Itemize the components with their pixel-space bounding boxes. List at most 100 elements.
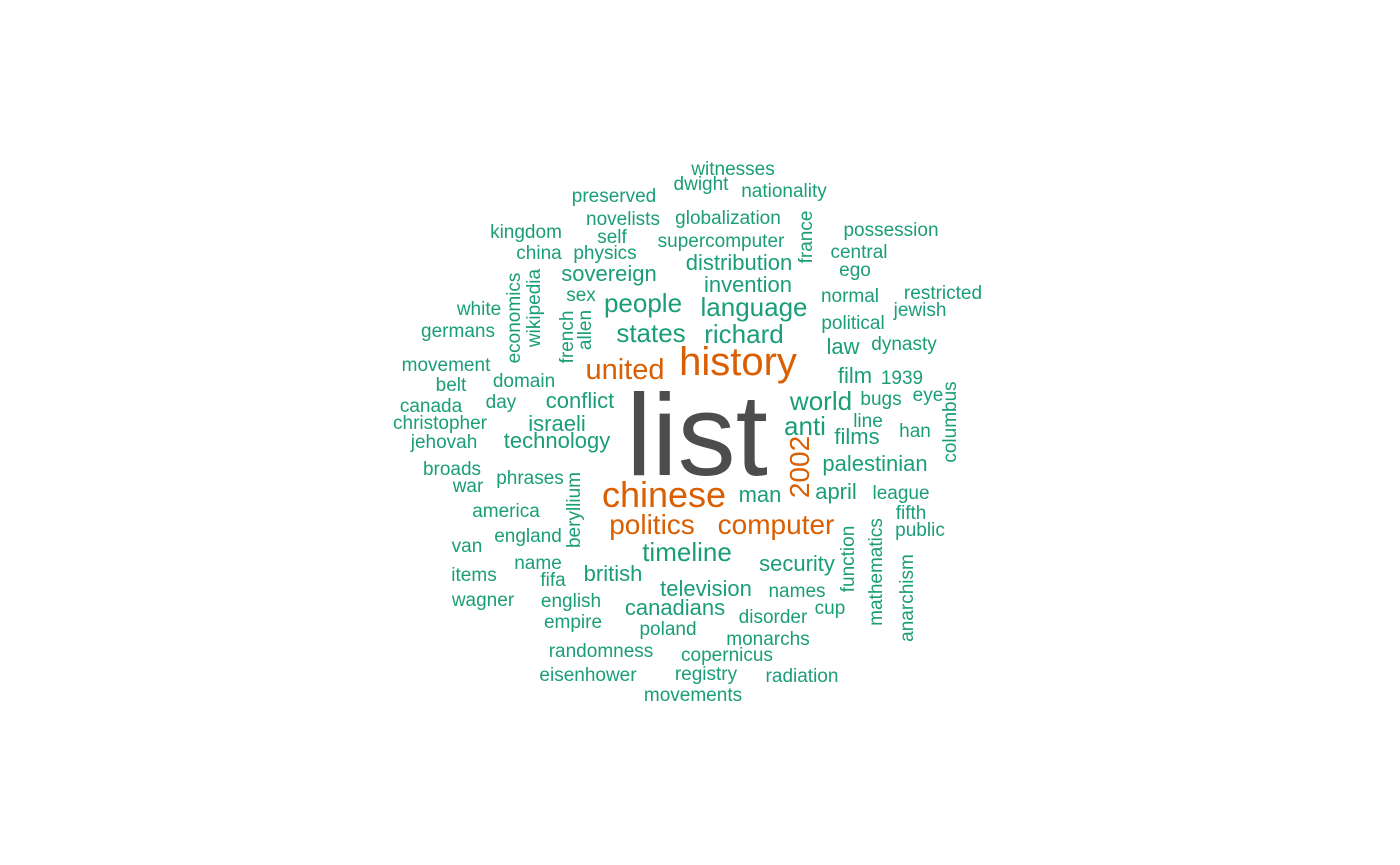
cloud-word-broads: broads <box>423 459 481 480</box>
cloud-word-english: english <box>541 591 601 612</box>
cloud-word-novelists: novelists <box>586 209 660 230</box>
cloud-word-technology: technology <box>504 428 610 453</box>
cloud-word-security: security <box>759 551 835 576</box>
cloud-word-1939: 1939 <box>881 368 923 389</box>
cloud-word-normal: normal <box>821 286 879 307</box>
cloud-word-french: french <box>557 311 578 364</box>
cloud-word-law: law <box>826 334 859 359</box>
cloud-word-dwight: dwight <box>674 174 730 195</box>
cloud-word-movements: movements <box>644 685 742 706</box>
cloud-word-television: television <box>660 576 752 601</box>
cloud-word-eye: eye <box>913 385 944 406</box>
cloud-word-registry: registry <box>675 664 738 685</box>
cloud-word-central: central <box>830 242 887 263</box>
cloud-word-chinese: chinese <box>602 474 726 515</box>
cloud-word-christopher: christopher <box>393 413 488 434</box>
cloud-word-france: france <box>796 211 817 264</box>
cloud-word-allen: allen <box>575 310 596 350</box>
cloud-word-randomness: randomness <box>549 641 654 662</box>
cloud-word-monarchs: monarchs <box>726 629 809 650</box>
cloud-word-bugs: bugs <box>860 389 901 410</box>
cloud-word-canada: canada <box>400 396 463 417</box>
cloud-word-invention: invention <box>704 272 792 297</box>
cloud-word-items: items <box>451 565 496 586</box>
cloud-word-united: united <box>585 354 664 386</box>
cloud-word-wikipedia: wikipedia <box>524 268 545 348</box>
cloud-word-han: han <box>899 421 931 442</box>
cloud-word-phrases: phrases <box>496 468 564 489</box>
cloud-word-germans: germans <box>421 321 495 342</box>
cloud-word-timeline: timeline <box>642 537 732 567</box>
cloud-word-self: self <box>597 227 627 248</box>
cloud-word-sovereign: sovereign <box>561 261 656 286</box>
cloud-word-jewish: jewish <box>893 300 947 321</box>
cloud-word-belt: belt <box>436 375 467 396</box>
cloud-word-columbus: columbus <box>940 381 961 462</box>
cloud-word-supercomputer: supercomputer <box>658 231 785 252</box>
cloud-word-physics: physics <box>573 243 636 264</box>
cloud-word-palestinian: palestinian <box>822 451 927 476</box>
cloud-word-day: day <box>486 392 517 413</box>
cloud-word-politics: politics <box>609 509 695 540</box>
cloud-word-wagner: wagner <box>451 590 515 611</box>
cloud-word-kingdom: kingdom <box>490 222 562 243</box>
cloud-word-cup: cup <box>815 598 846 619</box>
cloud-word-fifa: fifa <box>540 570 566 591</box>
cloud-word-list: list <box>626 370 768 500</box>
cloud-word-british: british <box>584 561 643 586</box>
cloud-word-beryllium: beryllium <box>564 472 585 548</box>
cloud-word-witnesses: witnesses <box>690 159 774 180</box>
cloud-word-domain: domain <box>493 371 555 392</box>
cloud-word-disorder: disorder <box>739 607 808 628</box>
cloud-word-public: public <box>895 520 945 541</box>
cloud-word-israeli: israeli <box>528 411 585 436</box>
cloud-word-april: april <box>815 479 857 504</box>
cloud-word-england: england <box>494 526 562 547</box>
cloud-word-copernicus: copernicus <box>681 645 773 666</box>
cloud-word-eisenhower: eisenhower <box>539 665 637 686</box>
cloud-word-mathematics: mathematics <box>866 518 887 626</box>
cloud-word-nationality: nationality <box>741 181 827 202</box>
cloud-word-computer: computer <box>718 509 835 540</box>
cloud-word-anti: anti <box>784 411 826 441</box>
cloud-word-history: history <box>679 340 797 384</box>
cloud-word-possession: possession <box>843 220 938 241</box>
cloud-word-language: language <box>701 292 808 322</box>
cloud-word-richard: richard <box>704 319 783 349</box>
cloud-word-function: function <box>838 526 859 593</box>
cloud-word-movement: movement <box>402 355 491 376</box>
cloud-word-line: line <box>853 411 883 432</box>
cloud-word-empire: empire <box>544 612 602 633</box>
cloud-word-league: league <box>872 483 929 504</box>
cloud-word-canadians: canadians <box>625 595 725 620</box>
cloud-word-preserved: preserved <box>572 186 657 207</box>
cloud-word-white: white <box>456 299 501 320</box>
cloud-word-man: man <box>739 482 782 507</box>
cloud-word-people: people <box>604 288 682 318</box>
cloud-word-names: names <box>768 581 825 602</box>
cloud-word-anarchism: anarchism <box>897 554 918 642</box>
cloud-word-radiation: radiation <box>766 666 839 687</box>
cloud-word-political: political <box>821 313 884 334</box>
cloud-word-sex: sex <box>566 285 596 306</box>
cloud-word-fifth: fifth <box>896 503 927 524</box>
cloud-word-world: world <box>789 386 852 416</box>
cloud-word-jehovah: jehovah <box>410 432 478 453</box>
cloud-word-dynasty: dynasty <box>871 334 937 355</box>
cloud-word-film: film <box>838 363 872 388</box>
cloud-word-restricted: restricted <box>904 283 982 304</box>
cloud-word-distribution: distribution <box>686 250 792 275</box>
cloud-word-films: films <box>834 424 879 449</box>
cloud-word-van: van <box>452 536 483 557</box>
cloud-word-globalization: globalization <box>675 208 781 229</box>
cloud-word-america: america <box>472 501 540 522</box>
cloud-word-name: name <box>514 553 562 574</box>
cloud-word-ego: ego <box>839 260 871 281</box>
cloud-word-china: china <box>516 243 562 264</box>
cloud-word-states: states <box>616 318 685 348</box>
cloud-word-poland: poland <box>639 619 696 640</box>
cloud-word-economics: economics <box>504 273 525 364</box>
cloud-word-conflict: conflict <box>546 388 614 413</box>
cloud-word-2002: 2002 <box>784 436 815 498</box>
